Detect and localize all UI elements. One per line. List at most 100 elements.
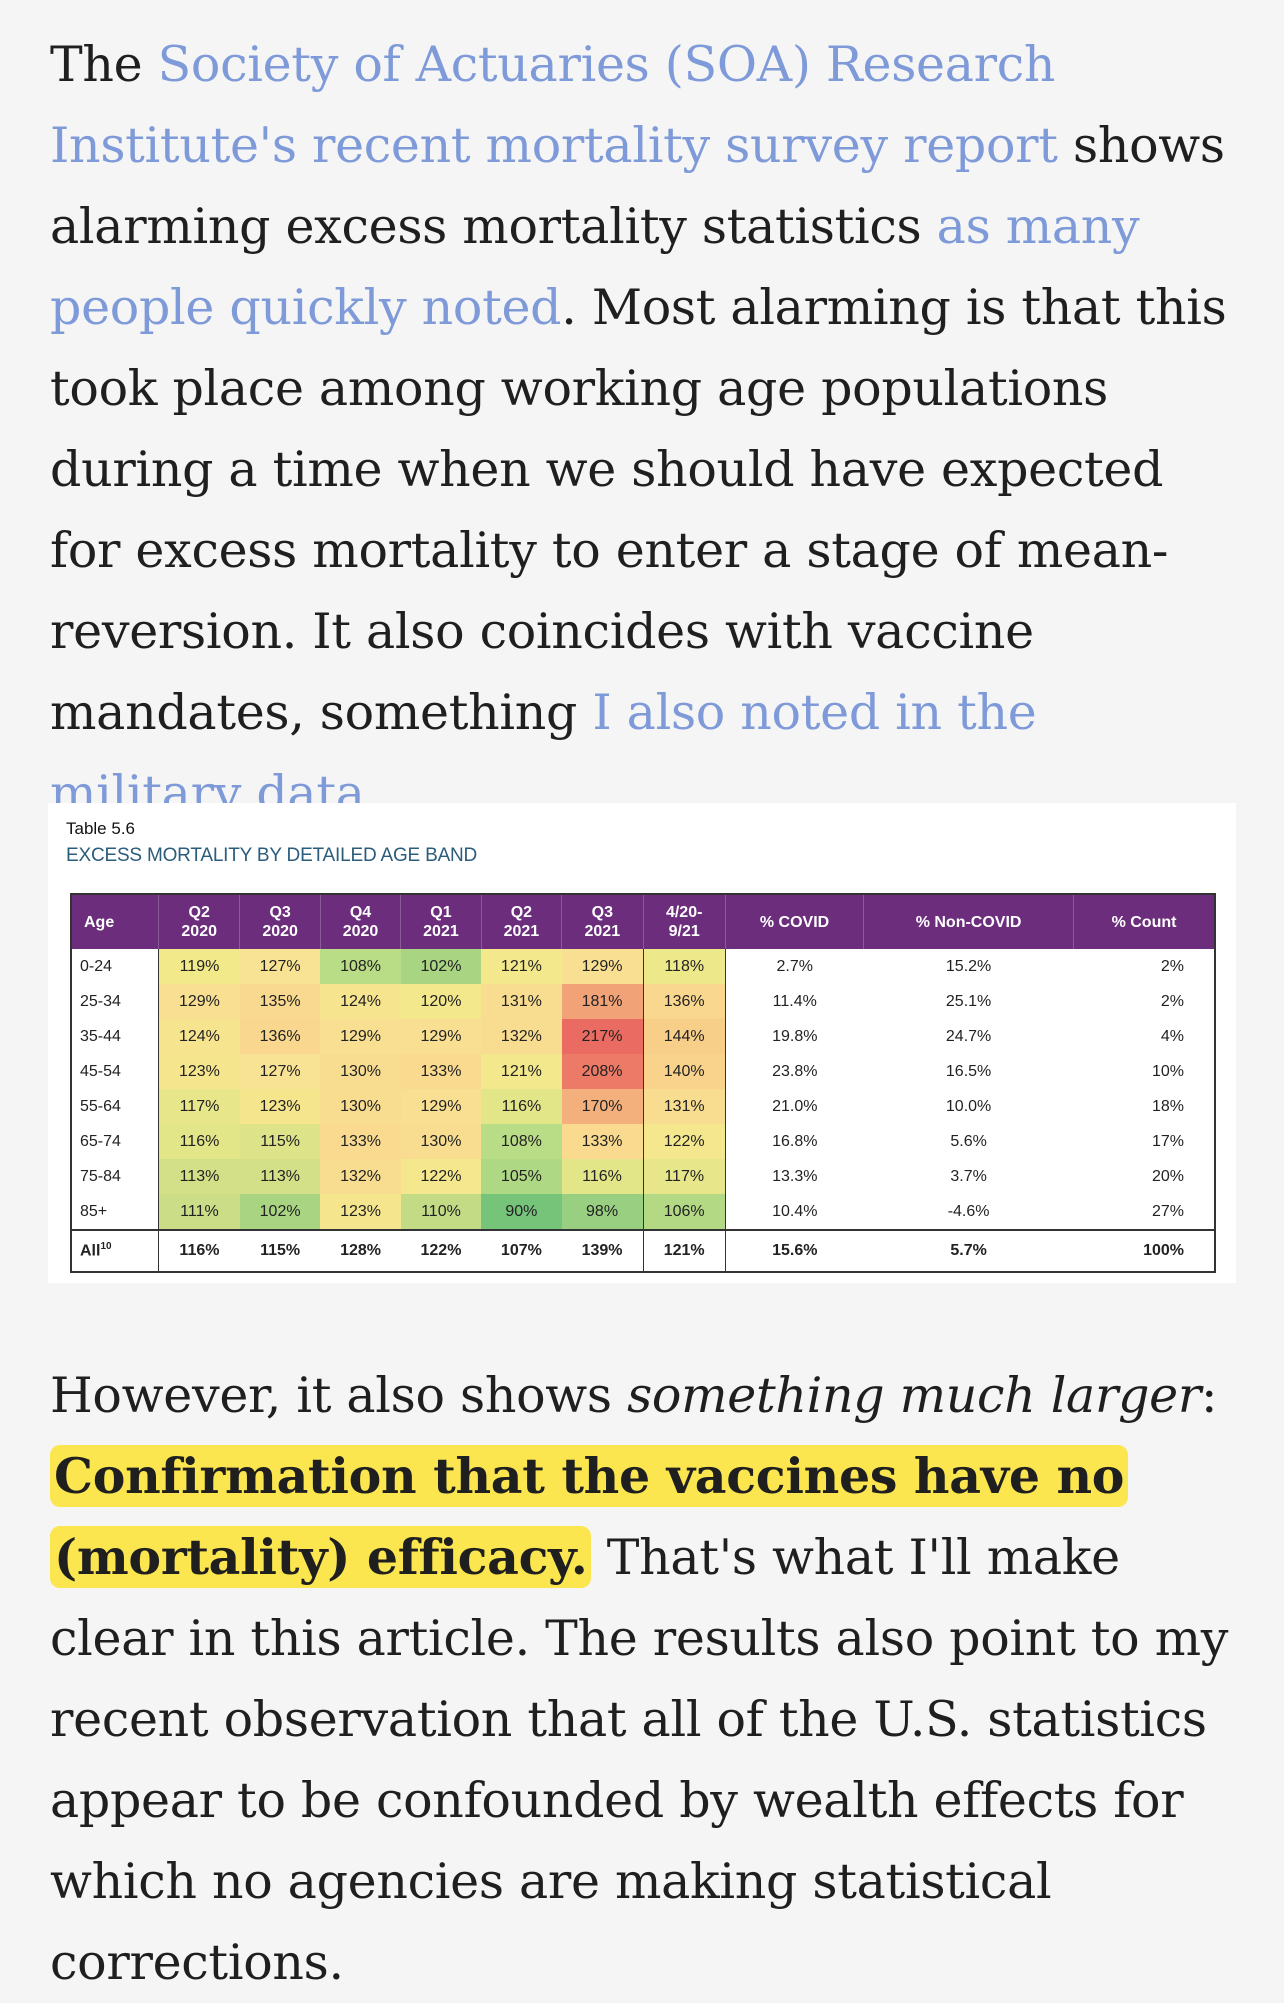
excess-value-cell: 128% (320, 1229, 401, 1272)
age-band-cell: 65-74 (71, 1124, 159, 1159)
excess-value-cell: 105% (481, 1159, 562, 1194)
excess-value-cell: 131% (481, 984, 562, 1019)
excess-value-cell: 116% (158, 1124, 240, 1159)
excess-value-cell: 108% (481, 1124, 562, 1159)
excess-value-cell: 118% (643, 949, 726, 984)
table-row: 55-64 117% 123% 130% 129% 116% 170% 131% 21.0% 10… (71, 1089, 1215, 1124)
table-row: 85+ 111% 102% 123% 110% 90% 98% 106% 10.4% -4.6% 2… (71, 1194, 1215, 1230)
excess-value-cell: 144% (643, 1019, 726, 1054)
excess-value-cell: 140% (643, 1054, 726, 1089)
header-range: 4/20- 9/21 (643, 894, 726, 949)
count-cell: 27% (1073, 1194, 1215, 1230)
count-cell: 10% (1073, 1054, 1215, 1089)
header-count: % Count (1073, 894, 1216, 949)
noncovid-cell: 5.6% (863, 1124, 1074, 1159)
header-q3-2020: Q3 2020 (239, 894, 321, 949)
excess-value-cell: 123% (320, 1194, 401, 1230)
excess-value-cell: 113% (158, 1159, 240, 1194)
count-cell: 17% (1073, 1124, 1215, 1159)
noncovid-cell: 5.7% (863, 1229, 1074, 1272)
excess-value-cell: 116% (158, 1229, 240, 1272)
excess-mortality-table-image: Table 5.6 EXCESS MORTALITY BY DETAILED A… (48, 803, 1236, 1283)
excess-value-cell: 120% (400, 984, 482, 1019)
table-total-row: All10 116% 115% 128% 122% 107% 139% 121% 15.6% 5.… (71, 1229, 1215, 1272)
excess-value-cell: 122% (400, 1159, 482, 1194)
intro-paragraph: The Society of Actuaries (SOA) Research … (50, 24, 1240, 834)
header-q1-2021: Q1 2021 (400, 894, 482, 949)
excess-value-cell: 122% (400, 1229, 482, 1272)
noncovid-cell: 10.0% (863, 1089, 1074, 1124)
excess-value-cell: 130% (320, 1089, 401, 1124)
noncovid-cell: -4.6% (863, 1194, 1074, 1230)
header-q2-2020: Q2 2020 (158, 894, 241, 949)
excess-value-cell: 217% (561, 1019, 644, 1054)
noncovid-cell: 25.1% (863, 984, 1074, 1019)
excess-value-cell: 124% (158, 1019, 240, 1054)
excess-value-cell: 117% (643, 1159, 726, 1194)
excess-value-cell: 121% (481, 1054, 562, 1089)
noncovid-cell: 3.7% (863, 1159, 1074, 1194)
text-segment: shows alarming excess mortality statisti… (50, 117, 1225, 255)
noncovid-cell: 24.7% (863, 1019, 1074, 1054)
header-q4-2020: Q4 2020 (320, 894, 402, 949)
excess-value-cell: 102% (239, 1194, 321, 1230)
military-data-link[interactable]: I also noted in the military data (50, 684, 1037, 822)
excess-value-cell: 111% (158, 1194, 240, 1230)
excess-value-cell: 121% (481, 949, 562, 984)
age-band-cell: 35-44 (71, 1019, 159, 1054)
age-band-cell: 85+ (71, 1194, 159, 1230)
covid-cell: 11.4% (725, 984, 864, 1019)
age-band-cell: 25-34 (71, 984, 159, 1019)
header-q2-2021: Q2 2021 (481, 894, 563, 949)
header-noncovid: % Non-COVID (863, 894, 1075, 949)
header-q3-2021: Q3 2021 (561, 894, 644, 949)
table-row: 0-24 119% 127% 108% 102% 121% 129% 118% 2.7% 15.2… (71, 949, 1215, 984)
excess-value-cell: 108% (320, 949, 401, 984)
excess-value-cell: 129% (320, 1019, 401, 1054)
table-row: 45-54 123% 127% 130% 133% 121% 208% 140% 23.8% 16… (71, 1054, 1215, 1089)
excess-value-cell: 119% (158, 949, 240, 984)
text-segment: . Most alarming is that this took place … (50, 279, 1227, 741)
header-covid: % COVID (725, 894, 865, 949)
covid-cell: 15.6% (725, 1229, 864, 1272)
covid-cell: 21.0% (725, 1089, 864, 1124)
excess-value-cell: 135% (239, 984, 321, 1019)
people-noted-link[interactable]: as many people quickly noted (50, 198, 1140, 336)
text-segment: That's what I'll make clear in this arti… (50, 1529, 1229, 1991)
excess-value-cell: 181% (561, 984, 644, 1019)
text-segment: However, it also shows (50, 1367, 628, 1424)
table-title: EXCESS MORTALITY BY DETAILED AGE BAND (66, 845, 478, 866)
excess-value-cell: 133% (320, 1124, 401, 1159)
excess-value-cell: 130% (320, 1054, 401, 1089)
conclusion-paragraph: However, it also shows something much la… (50, 1355, 1240, 2003)
excess-value-cell: 132% (320, 1159, 401, 1194)
excess-value-cell: 110% (400, 1194, 482, 1230)
age-band-cell: 45-54 (71, 1054, 159, 1089)
article-body: The Society of Actuaries (SOA) Research … (48, 24, 1240, 1991)
text-segment: : (1201, 1367, 1218, 1424)
excess-value-cell: 107% (481, 1229, 562, 1272)
excess-value-cell: 117% (158, 1089, 240, 1124)
table-number: Table 5.6 (66, 819, 135, 838)
excess-value-cell: 170% (561, 1089, 644, 1124)
excess-value-cell: 208% (561, 1054, 644, 1089)
table-row: 75-84 113% 113% 132% 122% 105% 116% 117% 13.3% 3.… (71, 1159, 1215, 1194)
covid-cell: 16.8% (725, 1124, 864, 1159)
excess-value-cell: 124% (320, 984, 401, 1019)
excess-value-cell: 113% (239, 1159, 321, 1194)
excess-value-cell: 122% (643, 1124, 726, 1159)
covid-cell: 2.7% (725, 949, 864, 984)
excess-value-cell: 106% (643, 1194, 726, 1230)
excess-value-cell: 129% (561, 949, 644, 984)
excess-value-cell: 98% (561, 1194, 644, 1230)
soa-report-link[interactable]: Society of Actuaries (SOA) Research Inst… (50, 36, 1058, 174)
mortality-table: Age Q2 2020 Q3 2020 Q4 2020 Q1 2021 Q2 2021 Q… (70, 893, 1216, 1273)
emphasis-text: something much larger (627, 1367, 1201, 1424)
age-band-cell: All10 (71, 1229, 159, 1272)
excess-value-cell: 129% (400, 1089, 482, 1124)
covid-cell: 23.8% (725, 1054, 864, 1089)
table-header-row: Age Q2 2020 Q3 2020 Q4 2020 Q1 2021 Q2 2021 Q… (71, 894, 1216, 949)
excess-value-cell: 136% (239, 1019, 321, 1054)
age-band-cell: 55-64 (71, 1089, 159, 1124)
count-cell: 2% (1073, 984, 1215, 1019)
